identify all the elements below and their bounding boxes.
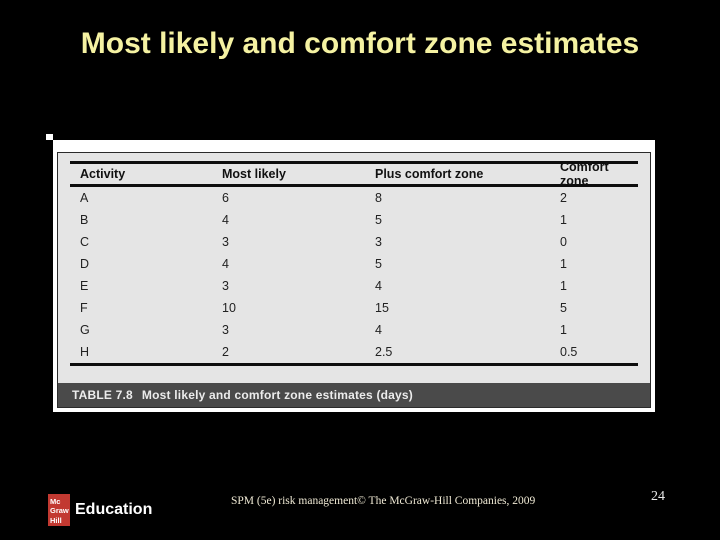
cell-plus-comfort-zone: 5 <box>375 213 382 227</box>
logo-line-hill: Hill <box>50 515 62 525</box>
table-caption-label: TABLE 7.8 <box>72 388 133 402</box>
cell-activity: B <box>80 213 89 227</box>
table-row: G 3 4 1 <box>70 319 638 341</box>
table-header-row: Activity Most likely Plus comfort zone C… <box>70 160 638 188</box>
cell-activity: C <box>80 235 90 249</box>
table-header-most-likely: Most likely <box>222 167 286 181</box>
logo-line-graw: Graw <box>50 506 69 516</box>
cell-comfort-zone: 1 <box>560 323 567 337</box>
cell-most-likely: 6 <box>222 191 229 205</box>
table-row: B 4 5 1 <box>70 209 638 231</box>
cell-most-likely: 3 <box>222 279 229 293</box>
cell-plus-comfort-zone: 4 <box>375 323 382 337</box>
table-row: C 3 3 0 <box>70 231 638 253</box>
cell-activity: F <box>80 301 88 315</box>
table-bottom-rule <box>70 363 638 366</box>
cell-plus-comfort-zone: 15 <box>375 301 389 315</box>
cell-most-likely: 2 <box>222 345 229 359</box>
table-caption: TABLE 7.8 Most likely and comfort zone e… <box>58 383 650 407</box>
table-figure: Activity Most likely Plus comfort zone C… <box>53 140 655 412</box>
cell-activity: D <box>80 257 90 271</box>
cell-comfort-zone: 2 <box>560 191 567 205</box>
table-top-rule <box>70 161 638 164</box>
table-header-comfort-zone: Comfort zone <box>560 160 609 188</box>
cell-most-likely: 3 <box>222 235 229 249</box>
cell-activity: A <box>80 191 89 205</box>
table-row: H 2 2.5 0.5 <box>70 341 638 363</box>
table-row: F 10 15 5 <box>70 297 638 319</box>
cell-most-likely: 4 <box>222 257 229 271</box>
cell-plus-comfort-zone: 2.5 <box>375 345 393 359</box>
table-row: A 6 8 2 <box>70 187 638 209</box>
table-frame: Activity Most likely Plus comfort zone C… <box>57 152 651 408</box>
cell-comfort-zone: 0 <box>560 235 567 249</box>
cell-most-likely: 4 <box>222 213 229 227</box>
cell-most-likely: 10 <box>222 301 236 315</box>
image-corner-artifact <box>46 134 53 140</box>
slide-title: Most likely and comfort zone estimates <box>80 27 640 60</box>
cell-most-likely: 3 <box>222 323 229 337</box>
cell-comfort-zone: 1 <box>560 257 567 271</box>
logo-brand-text: Education <box>75 501 153 518</box>
table-header-rule <box>70 184 638 187</box>
footer-credit: SPM (5e) risk management© The McGraw-Hil… <box>231 495 536 507</box>
cell-plus-comfort-zone: 4 <box>375 279 382 293</box>
table-row: D 4 5 1 <box>70 253 638 275</box>
cell-comfort-zone: 1 <box>560 213 567 227</box>
table-caption-text: Most likely and comfort zone estimates (… <box>141 388 413 402</box>
cell-activity: H <box>80 345 90 359</box>
cell-plus-comfort-zone: 5 <box>375 257 382 271</box>
data-table: Activity Most likely Plus comfort zone C… <box>70 160 638 366</box>
cell-plus-comfort-zone: 3 <box>375 235 382 249</box>
mcgraw-hill-logo: Mc Graw Hill Education <box>48 494 152 526</box>
cell-comfort-zone: 0.5 <box>560 345 578 359</box>
cell-comfort-zone: 1 <box>560 279 567 293</box>
logo-line-mc: Mc <box>50 497 61 506</box>
cell-activity: G <box>80 323 90 337</box>
cell-activity: E <box>80 279 89 293</box>
table-header-plus-comfort-zone: Plus comfort zone <box>375 167 484 181</box>
cell-plus-comfort-zone: 8 <box>375 191 382 205</box>
table-header-activity: Activity <box>80 167 126 181</box>
mcgraw-hill-logo-icon: Mc Graw Hill <box>48 494 70 526</box>
cell-comfort-zone: 5 <box>560 301 567 315</box>
table-row: E 3 4 1 <box>70 275 638 297</box>
page-number: 24 <box>651 489 665 504</box>
